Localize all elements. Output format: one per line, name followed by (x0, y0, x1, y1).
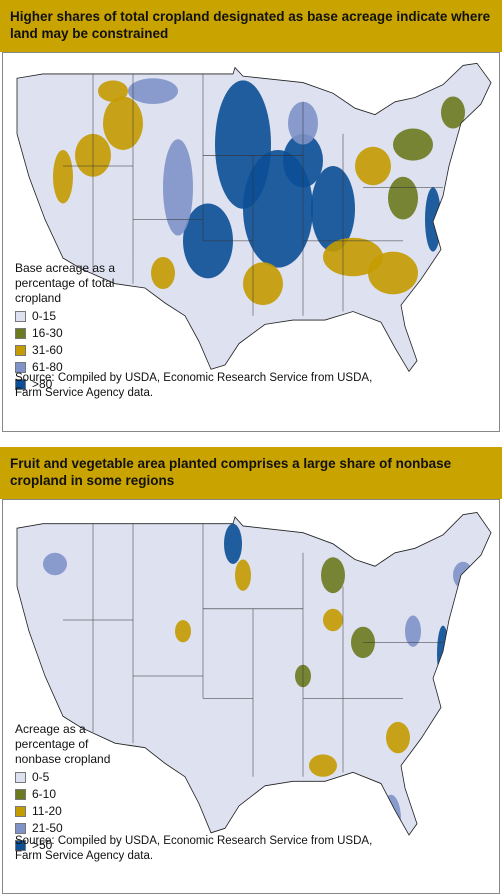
legend-item: 16-30 (15, 325, 135, 342)
region-shade (128, 78, 178, 104)
region-shade (388, 176, 418, 220)
legend-item: 0-15 (15, 308, 135, 325)
map-area: Base acreage as a percentage of total cr… (2, 52, 500, 432)
region-shade (368, 251, 418, 295)
coastline (16, 62, 492, 373)
legend-item: >50 (15, 837, 135, 854)
region-shade (321, 557, 345, 594)
region-shade (43, 552, 67, 576)
legend-item: >80 (15, 376, 135, 393)
legend-label: 31-60 (32, 343, 63, 357)
region-shade (355, 146, 391, 186)
region-shade (235, 559, 251, 591)
legend-swatch (15, 379, 26, 390)
region-shade (224, 523, 242, 564)
legend-label: 6-10 (32, 787, 57, 801)
legend-label: 11-20 (32, 804, 62, 818)
region-shade (309, 754, 337, 777)
region-shade (103, 96, 143, 150)
region-shade (441, 96, 465, 129)
coastline (16, 511, 492, 836)
panel-title: Higher shares of total cropland designat… (0, 0, 502, 52)
legend-label: >50 (32, 838, 53, 852)
region-shade (386, 721, 410, 754)
region-shade (323, 608, 343, 632)
legend: Acreage as a percentage of nonbase cropl… (15, 722, 135, 854)
region-shade (98, 80, 128, 102)
legend-swatch (15, 789, 26, 800)
legend-swatch (15, 823, 26, 834)
legend-title: Acreage as a percentage of nonbase cropl… (15, 722, 111, 766)
legend: Base acreage as a percentage of total cr… (15, 261, 135, 393)
source: Source: Compiled by USDA, Economic Resea… (15, 372, 373, 399)
legend-item: 6-10 (15, 786, 135, 803)
map (16, 511, 492, 836)
legend-swatch (15, 345, 26, 356)
map (16, 62, 492, 373)
land (17, 512, 491, 836)
region-shade (437, 625, 449, 682)
legend-swatch (15, 806, 26, 817)
legend-label: >80 (32, 377, 53, 391)
legend-swatch (15, 328, 26, 339)
legend-swatch (15, 362, 26, 373)
region-shade (151, 256, 175, 290)
legend-swatch (15, 840, 26, 851)
legend-swatch (15, 772, 26, 783)
legend-label: 21-50 (32, 821, 63, 835)
region-shade (175, 620, 191, 643)
region-shade (27, 653, 39, 699)
legend-label: 61-80 (32, 360, 63, 374)
region-shade (243, 262, 283, 306)
legend-label: 16-30 (32, 326, 63, 340)
map-body (16, 62, 492, 373)
region-shade (163, 139, 193, 236)
region-shade (393, 128, 433, 161)
legend-item: 11-20 (15, 803, 135, 820)
legend-item: 0-5 (15, 769, 135, 786)
panel-title: Fruit and vegetable area planted compris… (0, 447, 502, 499)
region-shade (323, 237, 383, 277)
legend-label: 0-15 (32, 309, 57, 323)
legend-item: 21-50 (15, 820, 135, 837)
state-borders (63, 73, 443, 316)
map-area: Acreage as a percentage of nonbase cropl… (2, 499, 500, 894)
panel: Higher shares of total cropland designat… (0, 0, 502, 432)
source: Source: Compiled by USDA, Economic Resea… (15, 835, 373, 862)
legend-item: 31-60 (15, 342, 135, 359)
region-shade (405, 615, 421, 647)
state-borders (63, 523, 443, 777)
region-shade (311, 166, 355, 252)
region-shade (53, 149, 73, 204)
legend-swatch (15, 311, 26, 322)
legend-item: 61-80 (15, 359, 135, 376)
legend-label: 0-5 (32, 770, 50, 784)
legend-title: Base acreage as a percentage of total cr… (15, 261, 116, 305)
panel: Fruit and vegetable area planted compris… (0, 447, 502, 895)
